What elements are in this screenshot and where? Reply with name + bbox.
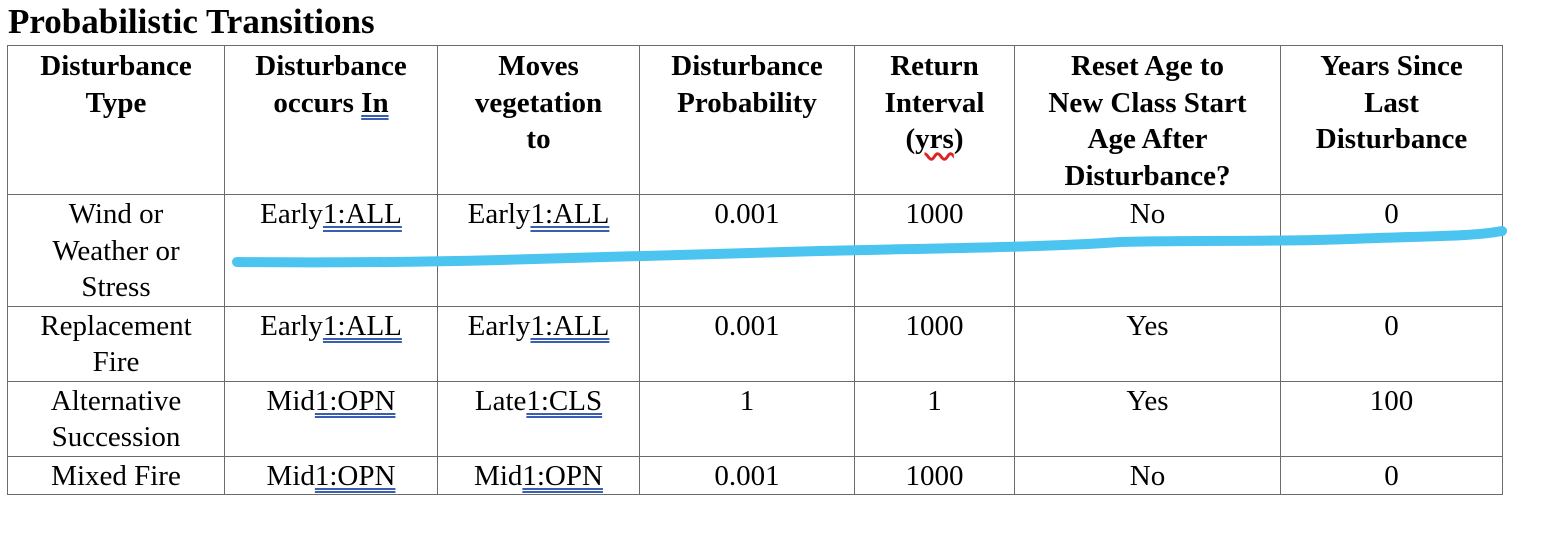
cell-disturbance-type: Alternative Succession [7,380,225,457]
header-row: Disturbance Type Disturbance occurs In M… [7,45,1503,195]
table-row: Wind or Weather or Stress Early1:ALL Ear… [7,194,1503,307]
header-text: Reset Age to [1070,50,1224,82]
cell-occurs-in: Early1:ALL [224,194,438,307]
cell-years-since: 0 [1280,194,1503,307]
header-text: Disturbance [671,50,823,82]
header-text: ) [953,123,964,155]
cell-disturbance-type: Replacement Fire [7,305,225,382]
probabilistic-transitions-table: Disturbance Type Disturbance occurs In M… [7,45,1503,495]
cell-occurs-in: Early1:ALL [224,305,438,382]
cell-text-underlined: 1:OPN [314,384,396,417]
header-text: Return [890,50,979,82]
header-text: Disturbance [255,50,407,82]
cell-reset-age: Yes [1014,305,1281,382]
cell-occurs-in: Mid1:OPN [224,380,438,457]
table-row: Mixed Fire Mid1:OPN Mid1:OPN 0.001 1000 … [7,455,1503,495]
cell-moves-to: Mid1:OPN [437,455,640,495]
cell-text: Early [260,309,323,342]
header-disturbance-probability: Disturbance Probability [639,45,855,195]
cell-years-since: 0 [1280,455,1503,495]
header-text: Type [85,86,147,119]
header-text: Disturbance? [1064,159,1231,192]
header-text: to [526,123,551,155]
cell-text: Mid [474,459,523,492]
header-text: occurs [273,86,362,119]
table-row: Replacement Fire Early1:ALL Early1:ALL 0… [7,305,1503,382]
header-text: Interval [884,86,985,119]
page-title: Probabilistic Transitions [8,2,375,41]
cell-text: Early [467,309,531,342]
cell-text: Wind or [68,198,164,230]
cell-text-underlined: 1:OPN [522,459,603,492]
cell-return-interval: 1000 [854,305,1015,382]
header-reset-age: Reset Age to New Class Start Age After D… [1014,45,1281,195]
cell-text: Replacement [40,309,192,342]
header-years-since-last-disturbance: Years Since Last Disturbance [1280,45,1503,195]
cell-text-underlined: 1:ALL [322,198,402,230]
header-text: Age After [1087,123,1208,155]
header-text: ( [905,123,916,155]
cell-years-since: 100 [1280,380,1503,457]
cell-disturbance-type: Mixed Fire [7,455,225,495]
cell-text-underlined: 1:CLS [526,384,603,417]
cell-probability: 0.001 [639,305,855,382]
cell-moves-to: Late1:CLS [437,380,640,457]
cell-text: Mixed Fire [51,459,181,492]
cell-probability: 0.001 [639,455,855,495]
cell-text: Weather or [52,234,180,267]
header-return-interval: Return Interval (yrs) [854,45,1015,195]
header-text: Last [1364,86,1419,119]
cell-text-underlined: 1:OPN [314,459,396,492]
cell-text: Early [467,198,531,230]
cell-years-since: 0 [1280,305,1503,382]
cell-reset-age: No [1014,194,1281,307]
header-text-underlined: In [361,86,389,119]
table-row: Alternative Succession Mid1:OPN Late1:CL… [7,380,1503,457]
cell-moves-to: Early1:ALL [437,194,640,307]
header-text-spellcheck: yrs [915,123,954,155]
header-text: vegetation [474,86,603,119]
header-text: Years Since [1320,50,1463,82]
cell-text: Stress [81,271,151,303]
header-text: Disturbance [1315,123,1468,155]
cell-return-interval: 1000 [854,455,1015,495]
header-text: Probability [677,86,817,119]
cell-reset-age: Yes [1014,380,1281,457]
cell-text-underlined: 1:ALL [530,309,610,342]
header-disturbance-type: Disturbance Type [7,45,225,195]
cell-disturbance-type: Wind or Weather or Stress [7,194,225,307]
cell-text: Mid [266,384,315,417]
cell-text: Early [260,198,323,230]
cell-occurs-in: Mid1:OPN [224,455,438,495]
cell-text: Mid [266,459,315,492]
cell-text-underlined: 1:ALL [322,309,402,342]
header-text: Disturbance [40,50,192,82]
cell-text: Fire [92,346,140,378]
header-text: New Class Start [1048,86,1247,119]
cell-text: Succession [51,421,181,453]
cell-reset-age: No [1014,455,1281,495]
cell-text: Alternative [50,384,182,417]
cell-moves-to: Early1:ALL [437,305,640,382]
cell-probability: 1 [639,380,855,457]
cell-text: Late [474,384,527,417]
cell-return-interval: 1000 [854,194,1015,307]
cell-return-interval: 1 [854,380,1015,457]
header-moves-vegetation-to: Moves vegetation to [437,45,640,195]
header-disturbance-occurs-in: Disturbance occurs In [224,45,438,195]
cell-text-underlined: 1:ALL [530,198,610,230]
header-text: Moves [498,50,579,82]
cell-probability: 0.001 [639,194,855,307]
